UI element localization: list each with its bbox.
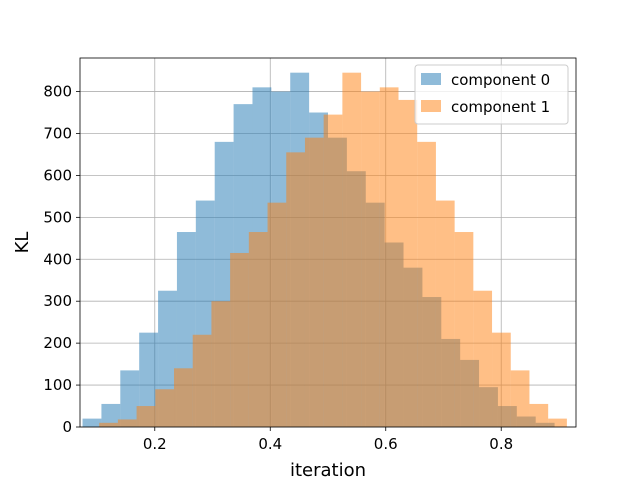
- y-tick-label: 300: [43, 292, 72, 310]
- histogram-bar: [99, 422, 118, 427]
- legend-label-component-0: component 0: [451, 71, 550, 89]
- histogram-bar: [304, 137, 324, 427]
- histogram-bar: [529, 403, 549, 427]
- histogram-bar: [379, 87, 399, 428]
- y-tick-label: 700: [43, 124, 72, 142]
- histogram-bar: [192, 334, 212, 427]
- histogram-bar: [101, 403, 121, 427]
- x-tick-label: 0.6: [374, 435, 398, 453]
- histogram-bar: [139, 332, 159, 427]
- histogram-bar: [120, 370, 140, 427]
- legend-swatch-component-0: [421, 73, 441, 85]
- series-component-1: [99, 72, 567, 428]
- histogram-bar: [286, 152, 305, 427]
- histogram-bar: [473, 290, 493, 427]
- y-tick-label: 0: [62, 418, 72, 436]
- histogram-bar: [267, 202, 287, 427]
- y-tick-label: 600: [43, 166, 72, 184]
- x-tick-label: 0.8: [489, 435, 513, 453]
- x-axis-label: iteration: [290, 460, 366, 480]
- histogram-bar: [230, 252, 249, 427]
- y-tick-label: 200: [43, 334, 72, 352]
- histogram-bar: [398, 99, 418, 427]
- histogram-bar: [492, 332, 511, 427]
- histogram-bar: [548, 418, 567, 427]
- histogram-bar: [417, 141, 436, 427]
- legend-box: [414, 64, 569, 125]
- histogram-bar: [454, 232, 474, 427]
- y-tick-label: 800: [43, 83, 72, 101]
- legend: component 0 component 1: [414, 64, 569, 125]
- legend-label-component-1: component 1: [451, 98, 550, 116]
- ticks-layer: 0.2 0.4 0.6 0.8 0 100 200 300 400 500 600 700 800: [43, 83, 513, 453]
- histogram-bar: [342, 72, 362, 427]
- histogram-bar: [117, 419, 137, 427]
- histogram-bar: [136, 406, 156, 427]
- y-tick-label: 500: [43, 208, 72, 226]
- histogram-bar: [174, 368, 193, 427]
- y-tick-label: 100: [43, 376, 72, 394]
- y-tick-label: 400: [43, 250, 72, 268]
- histogram-bar: [361, 91, 380, 427]
- histogram-bar: [435, 200, 455, 427]
- histogram-bar: [155, 389, 175, 427]
- plot-frame: [79, 57, 577, 428]
- histogram-bar: [323, 114, 343, 427]
- histogram-bar: [211, 301, 231, 427]
- histogram-bar: [82, 418, 102, 427]
- histogram-bar: [510, 370, 530, 427]
- legend-swatch-component-1: [421, 100, 441, 112]
- x-tick-label: 0.4: [258, 435, 282, 453]
- bars-layer: [82, 72, 567, 428]
- histogram-bar: [248, 232, 268, 427]
- y-axis-label: KL: [12, 232, 33, 254]
- x-tick-label: 0.2: [143, 435, 167, 453]
